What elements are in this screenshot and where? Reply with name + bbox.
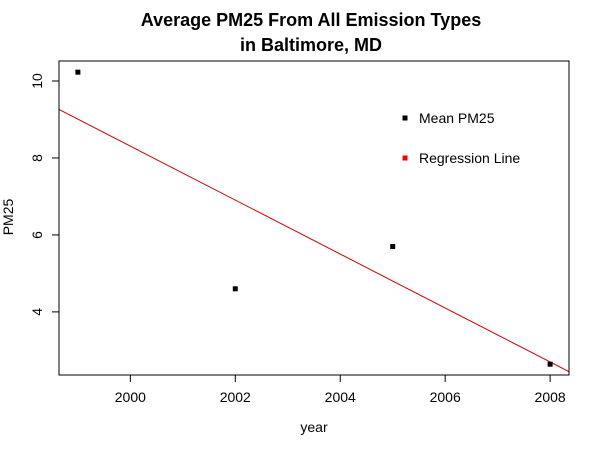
x-axis-label: year xyxy=(300,419,328,435)
plot-frame xyxy=(58,60,570,376)
y-tick-label-10: 10 xyxy=(29,73,45,89)
x-tick-label-2004: 2004 xyxy=(325,389,356,405)
y-tick-label-6: 6 xyxy=(29,231,45,239)
x-tick-label-2006: 2006 xyxy=(430,389,461,405)
x-tick-label-2008: 2008 xyxy=(535,389,566,405)
data-point-3 xyxy=(547,361,553,367)
plot-area: 2000 2002 2004 2006 2008 4 6 8 10 Mean PM25 Regres… xyxy=(29,60,570,405)
regression-line xyxy=(59,109,569,373)
chart-title-line-1: Average PM25 From All Emission Types xyxy=(141,10,481,30)
y-tick-label-4: 4 xyxy=(29,308,45,316)
data-point-0 xyxy=(75,69,81,75)
legend-marker-0 xyxy=(402,115,408,121)
legend-label-0: Mean PM25 xyxy=(419,110,495,126)
y-axis-label: PM25 xyxy=(0,199,16,236)
y-tick-label-8: 8 xyxy=(29,154,45,162)
data-point-2 xyxy=(390,243,396,249)
legend: Mean PM25 Regression Line xyxy=(402,110,520,166)
data-point-1 xyxy=(232,286,238,292)
x-tick-label-2002: 2002 xyxy=(220,389,251,405)
chart-title-line-2: in Baltimore, MD xyxy=(240,35,382,55)
legend-marker-1 xyxy=(402,155,408,161)
x-tick-label-2000: 2000 xyxy=(115,389,146,405)
legend-label-1: Regression Line xyxy=(419,150,520,166)
